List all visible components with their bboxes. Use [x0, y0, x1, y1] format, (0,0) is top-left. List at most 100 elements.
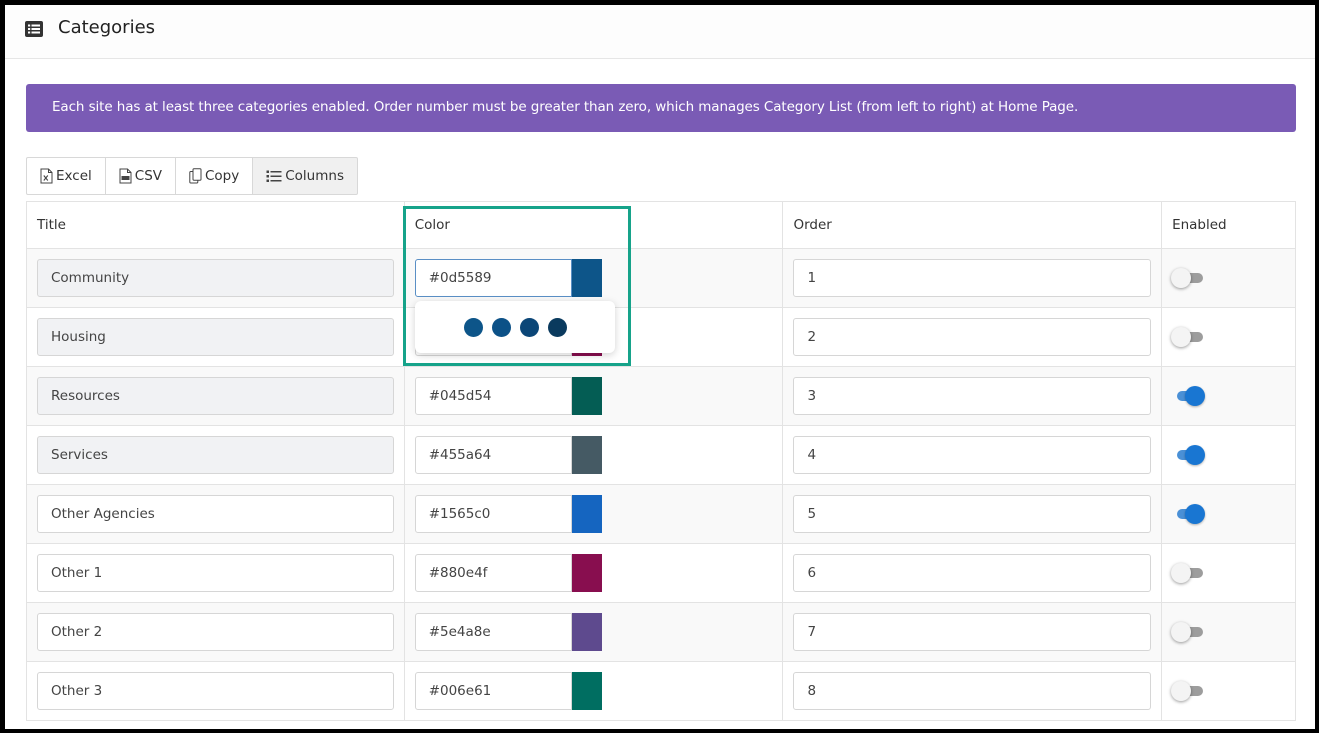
- enabled-cell: [1161, 661, 1296, 721]
- order-cell: 1: [782, 248, 1163, 308]
- csv-file-icon: [119, 168, 132, 184]
- table-row: Services #455a64 4: [26, 425, 1296, 485]
- order-cell: 6: [782, 543, 1163, 603]
- table-row: Community #0d5589 1: [26, 248, 1296, 308]
- list-icon: [266, 170, 282, 182]
- title-input[interactable]: Other 1: [37, 554, 394, 592]
- order-input[interactable]: 7: [793, 613, 1152, 651]
- title-cell: Resources: [26, 366, 405, 426]
- order-cell: 3: [782, 366, 1163, 426]
- table-row: Other 3 #006e61 8: [26, 661, 1296, 721]
- enabled-toggle[interactable]: [1171, 267, 1205, 289]
- color-cell: #880e4f: [403, 543, 784, 603]
- table-row: Other 2 #5e4a8e 7: [26, 602, 1296, 662]
- color-swatch-option[interactable]: [491, 317, 511, 337]
- order-input[interactable]: 4: [793, 436, 1152, 474]
- color-cell: #1565c0: [403, 484, 784, 544]
- color-cell: #045d54: [403, 366, 784, 426]
- order-input[interactable]: 3: [793, 377, 1152, 415]
- enabled-cell: [1161, 248, 1296, 308]
- title-input[interactable]: Other Agencies: [37, 495, 394, 533]
- color-swatch[interactable]: [571, 554, 602, 592]
- color-hex-input[interactable]: #1565c0: [414, 495, 572, 533]
- columns-button-label: Columns: [285, 168, 344, 184]
- color-swatch-option[interactable]: [547, 317, 567, 337]
- enabled-toggle[interactable]: [1171, 680, 1205, 702]
- page-frame: Categories Each site has at least three …: [5, 5, 1315, 729]
- csv-button-label: CSV: [134, 168, 162, 184]
- copy-button[interactable]: Copy: [175, 157, 254, 195]
- color-swatch[interactable]: [571, 672, 602, 710]
- toggle-knob: [1185, 386, 1206, 406]
- color-input-group: #006e61: [414, 672, 602, 710]
- color-cell: #0d5589: [403, 248, 784, 308]
- toggle-knob: [1185, 504, 1206, 524]
- color-hex-input[interactable]: #5e4a8e: [414, 613, 572, 651]
- order-input[interactable]: 8: [793, 672, 1152, 710]
- column-header-color[interactable]: Color: [403, 201, 784, 249]
- title-input: Resources: [37, 377, 394, 415]
- enabled-cell: [1161, 366, 1296, 426]
- enabled-toggle[interactable]: [1171, 385, 1206, 407]
- enabled-toggle[interactable]: [1171, 444, 1206, 466]
- color-swatch[interactable]: [571, 377, 602, 415]
- enabled-toggle[interactable]: [1171, 621, 1205, 643]
- column-header-enabled[interactable]: Enabled: [1161, 201, 1296, 249]
- color-input-group: #455a64: [414, 436, 602, 474]
- color-input-group: #0d5589: [414, 259, 602, 297]
- export-button-group: Excel CSV Copy: [26, 157, 358, 195]
- order-cell: 8: [782, 661, 1163, 721]
- toggle-knob: [1171, 622, 1192, 642]
- order-cell: 5: [782, 484, 1163, 544]
- title-input[interactable]: Other 2: [37, 613, 394, 651]
- enabled-toggle[interactable]: [1171, 503, 1206, 525]
- enabled-toggle[interactable]: [1171, 562, 1205, 584]
- column-header-title[interactable]: Title: [26, 201, 405, 249]
- title-cell: Other Agencies: [26, 484, 405, 544]
- csv-button[interactable]: CSV: [104, 157, 176, 195]
- enabled-cell: [1161, 484, 1296, 544]
- excel-button[interactable]: Excel: [26, 157, 106, 195]
- color-swatch-option[interactable]: [463, 317, 483, 337]
- color-hex-input[interactable]: #455a64: [414, 436, 572, 474]
- color-swatch[interactable]: [571, 495, 602, 533]
- title-cell: Housing: [26, 307, 405, 367]
- enabled-cell: [1161, 307, 1296, 367]
- order-cell: 4: [782, 425, 1163, 485]
- color-swatch[interactable]: [571, 259, 602, 297]
- excel-file-icon: [40, 168, 53, 184]
- color-cell: #5e4a8e: [403, 602, 784, 662]
- color-input-group: #1565c0: [414, 495, 602, 533]
- copy-button-label: Copy: [205, 168, 240, 184]
- card-header: Categories: [5, 5, 1315, 59]
- title-input: Services: [37, 436, 394, 474]
- order-input[interactable]: 2: [793, 318, 1152, 356]
- color-hex-input[interactable]: #880e4f: [414, 554, 572, 592]
- color-cell: #455a64: [403, 425, 784, 485]
- toggle-knob: [1171, 563, 1192, 583]
- order-input[interactable]: 5: [793, 495, 1152, 533]
- enabled-toggle[interactable]: [1171, 326, 1205, 348]
- title-input[interactable]: Other 3: [37, 672, 394, 710]
- table-row: Resources #045d54 3: [26, 366, 1296, 426]
- order-input[interactable]: 1: [793, 259, 1152, 297]
- color-swatch-option[interactable]: [519, 317, 539, 337]
- color-picker-popup: [415, 301, 615, 353]
- title-input: Community: [37, 259, 394, 297]
- columns-button[interactable]: Columns: [252, 157, 358, 195]
- table-row: Housing#880e4f2: [26, 307, 1296, 367]
- color-hex-input[interactable]: #045d54: [414, 377, 572, 415]
- enabled-cell: [1161, 543, 1296, 603]
- categories-table: Title Color Order Enabled Community #0d55…: [26, 201, 1296, 721]
- color-hex-input[interactable]: #0d5589: [414, 259, 572, 297]
- order-input[interactable]: 6: [793, 554, 1152, 592]
- color-swatch[interactable]: [571, 613, 602, 651]
- color-hex-input[interactable]: #006e61: [414, 672, 572, 710]
- order-cell: 7: [782, 602, 1163, 662]
- toggle-knob: [1171, 681, 1192, 701]
- toggle-knob: [1185, 445, 1206, 465]
- color-input-group: #5e4a8e: [414, 613, 602, 651]
- column-header-order[interactable]: Order: [782, 201, 1163, 249]
- list-alt-icon: [25, 21, 43, 37]
- color-swatch[interactable]: [571, 436, 602, 474]
